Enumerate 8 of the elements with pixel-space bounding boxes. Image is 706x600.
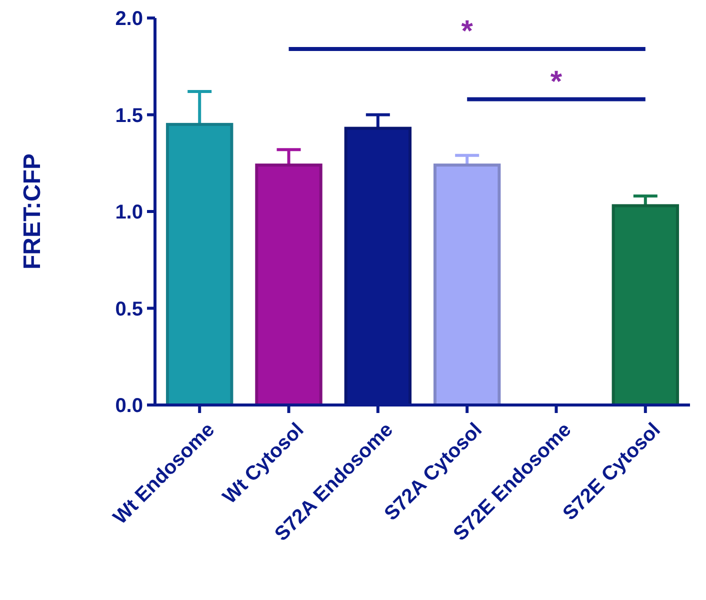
y-axis-title: FRET:CFP <box>19 154 46 270</box>
y-tick-label: 1.5 <box>115 104 143 127</box>
annotation: * <box>461 14 474 48</box>
y-tick-label: 0.5 <box>115 298 143 320</box>
y-tick-label: 0.0 <box>115 395 143 417</box>
y-tick-label: 1.0 <box>115 202 143 224</box>
annotation: * <box>550 65 562 98</box>
y-tick-label: 2.0 <box>115 8 143 30</box>
